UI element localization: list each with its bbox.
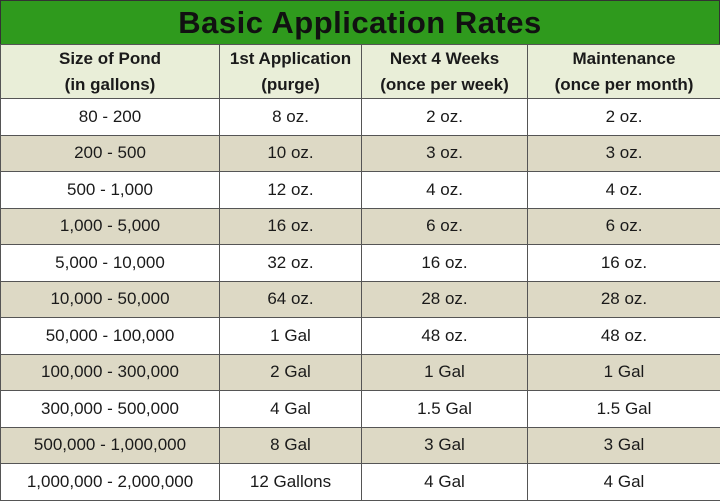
- header-sublabel: (once per month): [528, 72, 720, 98]
- cell-maintenance: 3 oz.: [528, 135, 720, 172]
- cell-first-application: 2 Gal: [220, 354, 362, 391]
- header-label: Next 4 Weeks: [362, 46, 527, 72]
- cell-first-application: 12 Gallons: [220, 464, 362, 501]
- cell-next-4-weeks: 48 oz.: [362, 318, 528, 355]
- cell-pond-size: 5,000 - 10,000: [1, 245, 220, 282]
- cell-next-4-weeks: 3 Gal: [362, 427, 528, 464]
- header-label: Size of Pond: [1, 46, 219, 72]
- cell-first-application: 10 oz.: [220, 135, 362, 172]
- cell-next-4-weeks: 1.5 Gal: [362, 391, 528, 428]
- cell-pond-size: 500 - 1,000: [1, 172, 220, 209]
- cell-pond-size: 10,000 - 50,000: [1, 281, 220, 318]
- header-label: Maintenance: [528, 46, 720, 72]
- cell-next-4-weeks: 3 oz.: [362, 135, 528, 172]
- cell-pond-size: 200 - 500: [1, 135, 220, 172]
- header-row: Size of Pond (in gallons) 1st Applicatio…: [1, 45, 720, 99]
- cell-next-4-weeks: 4 Gal: [362, 464, 528, 501]
- cell-maintenance: 4 oz.: [528, 172, 720, 209]
- cell-next-4-weeks: 28 oz.: [362, 281, 528, 318]
- cell-maintenance: 16 oz.: [528, 245, 720, 282]
- cell-maintenance: 4 Gal: [528, 464, 720, 501]
- cell-maintenance: 6 oz.: [528, 208, 720, 245]
- cell-first-application: 4 Gal: [220, 391, 362, 428]
- header-next-4-weeks: Next 4 Weeks (once per week): [362, 45, 528, 99]
- cell-next-4-weeks: 16 oz.: [362, 245, 528, 282]
- header-sublabel: (purge): [220, 72, 361, 98]
- cell-maintenance: 2 oz.: [528, 99, 720, 136]
- chart-title: Basic Application Rates: [0, 0, 720, 44]
- header-first-application: 1st Application (purge): [220, 45, 362, 99]
- header-sublabel: (once per week): [362, 72, 527, 98]
- cell-pond-size: 100,000 - 300,000: [1, 354, 220, 391]
- cell-first-application: 16 oz.: [220, 208, 362, 245]
- header-maintenance: Maintenance (once per month): [528, 45, 720, 99]
- cell-maintenance: 28 oz.: [528, 281, 720, 318]
- cell-first-application: 1 Gal: [220, 318, 362, 355]
- cell-next-4-weeks: 2 oz.: [362, 99, 528, 136]
- cell-first-application: 32 oz.: [220, 245, 362, 282]
- cell-maintenance: 1.5 Gal: [528, 391, 720, 428]
- cell-next-4-weeks: 1 Gal: [362, 354, 528, 391]
- header-pond-size: Size of Pond (in gallons): [1, 45, 220, 99]
- header-sublabel: (in gallons): [1, 72, 219, 98]
- header-label: 1st Application: [220, 46, 361, 72]
- cell-next-4-weeks: 4 oz.: [362, 172, 528, 209]
- cell-maintenance: 3 Gal: [528, 427, 720, 464]
- cell-pond-size: 300,000 - 500,000: [1, 391, 220, 428]
- cell-first-application: 12 oz.: [220, 172, 362, 209]
- cell-maintenance: 1 Gal: [528, 354, 720, 391]
- cell-pond-size: 1,000,000 - 2,000,000: [1, 464, 220, 501]
- cell-next-4-weeks: 6 oz.: [362, 208, 528, 245]
- cell-pond-size: 50,000 - 100,000: [1, 318, 220, 355]
- cell-first-application: 64 oz.: [220, 281, 362, 318]
- cell-first-application: 8 oz.: [220, 99, 362, 136]
- table-header: Size of Pond (in gallons) 1st Applicatio…: [1, 45, 720, 99]
- cell-pond-size: 80 - 200: [1, 99, 220, 136]
- cell-first-application: 8 Gal: [220, 427, 362, 464]
- cell-pond-size: 500,000 - 1,000,000: [1, 427, 220, 464]
- cell-maintenance: 48 oz.: [528, 318, 720, 355]
- rates-table: Size of Pond (in gallons) 1st Applicatio…: [0, 44, 720, 501]
- cell-pond-size: 1,000 - 5,000: [1, 208, 220, 245]
